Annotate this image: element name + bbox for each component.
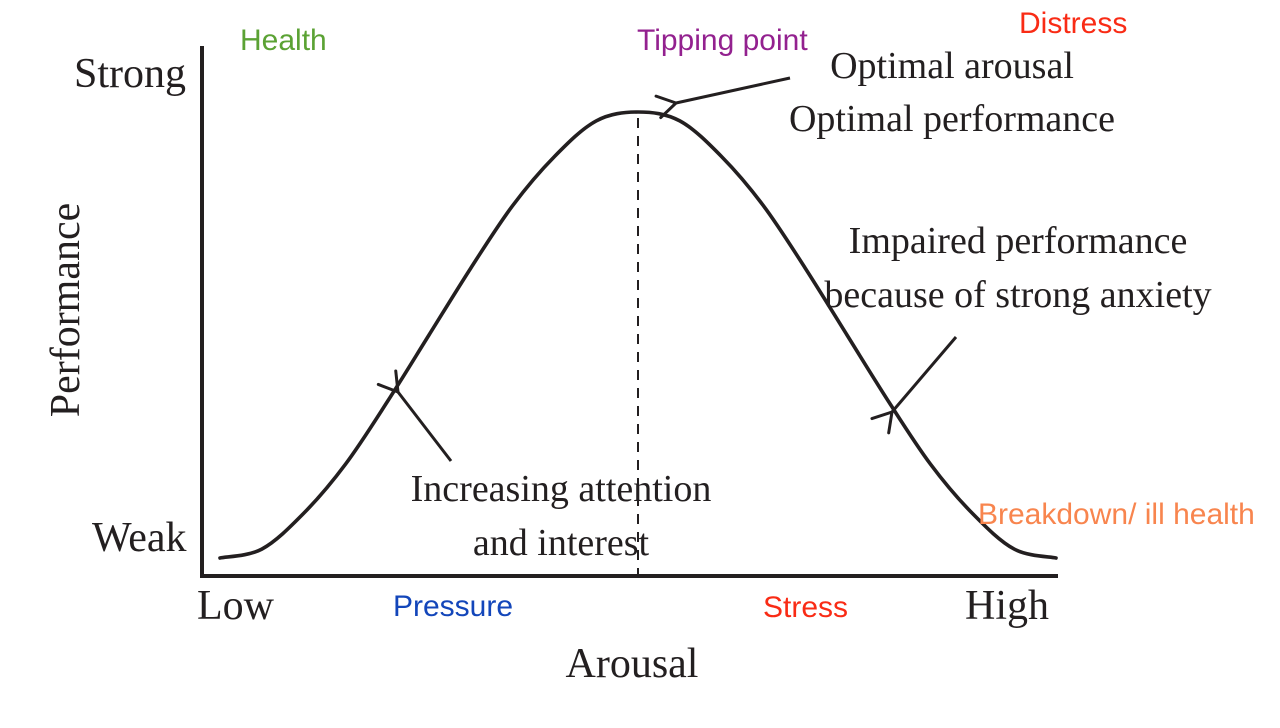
impaired-arrow xyxy=(870,336,958,435)
annotation-optimal-line2: Optimal performance xyxy=(788,98,1116,140)
increasing-attention-arrow xyxy=(376,369,453,462)
zone-label-pressure: Pressure xyxy=(393,590,514,623)
x-axis-label: Arousal xyxy=(565,641,699,687)
zone-label-tipping-point: Tipping point xyxy=(637,24,808,57)
zone-label-health: Health xyxy=(240,24,327,57)
annotation-increasing-line1: Increasing attention xyxy=(410,468,712,510)
annotation-impaired-line1: Impaired performance xyxy=(848,220,1188,262)
annotation-impaired-line2: because of strong anxiety xyxy=(824,274,1212,316)
annotation-increasing-line2: and interest xyxy=(472,522,650,564)
annotation-optimal: Optimal arousal Optimal performance xyxy=(789,40,1115,146)
zone-label-stress: Stress xyxy=(763,591,849,624)
optimal-arrow xyxy=(654,76,791,120)
zone-label-distress: Distress xyxy=(1019,7,1128,40)
y-tick-weak: Weak xyxy=(92,515,187,561)
y-tick-strong: Strong xyxy=(74,51,187,97)
annotation-increasing: Increasing attention and interest xyxy=(411,462,712,570)
zone-label-breakdown: Breakdown/ ill health xyxy=(978,498,1255,531)
y-axis-label: Performance xyxy=(43,202,89,418)
annotation-impaired: Impaired performance because of strong a… xyxy=(824,214,1211,322)
annotation-optimal-line1: Optimal arousal xyxy=(830,45,1074,87)
xy-axes xyxy=(200,46,1058,578)
performance-curve xyxy=(218,110,1058,560)
x-tick-high: High xyxy=(965,583,1049,629)
x-tick-low: Low xyxy=(197,583,274,629)
